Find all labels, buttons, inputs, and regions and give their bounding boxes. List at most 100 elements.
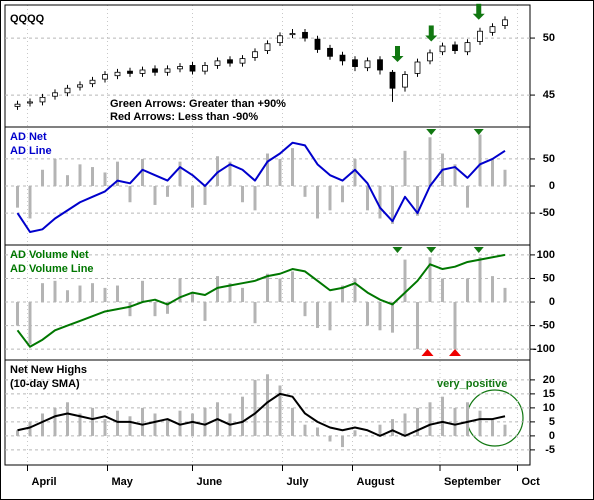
series-label: AD Volume Line	[10, 263, 94, 275]
bar	[141, 158, 144, 186]
bar	[378, 186, 382, 219]
bar	[178, 410, 182, 436]
bar	[416, 407, 419, 436]
candle-body	[27, 101, 33, 104]
candle-body	[189, 65, 196, 72]
candle-body	[464, 42, 471, 53]
bar	[241, 186, 244, 203]
bar	[416, 302, 419, 350]
candle-body	[314, 38, 321, 50]
bar	[203, 302, 207, 321]
green-marker	[473, 247, 484, 253]
bar	[41, 413, 44, 436]
bar	[253, 379, 257, 436]
series-label: AD Volume Net	[10, 249, 89, 261]
bar	[478, 257, 482, 303]
candle-body	[302, 31, 308, 39]
bar	[328, 302, 332, 331]
green-marker	[473, 129, 484, 135]
bar	[503, 169, 507, 186]
candle-body	[502, 19, 508, 26]
candle-body	[89, 79, 96, 85]
y-tick-label: 0	[549, 180, 555, 192]
x-tick-label: May	[112, 476, 134, 488]
bar	[291, 148, 294, 186]
bar	[291, 271, 294, 303]
bar	[53, 407, 57, 436]
bar	[378, 302, 382, 331]
bar	[478, 410, 482, 436]
bar	[428, 402, 432, 436]
bar	[491, 419, 494, 436]
bar	[216, 276, 219, 303]
bar	[353, 430, 357, 436]
candle-body	[489, 26, 496, 33]
panel-frame	[4, 359, 531, 466]
bar	[428, 137, 432, 186]
bar	[253, 302, 257, 324]
green-arrow	[425, 35, 438, 42]
bar	[166, 302, 169, 314]
bar	[16, 430, 19, 436]
bar	[203, 407, 207, 436]
bar	[491, 276, 494, 303]
panel-title: QQQQ	[10, 13, 45, 25]
bar	[16, 302, 19, 326]
candle-body	[339, 54, 346, 62]
bar	[328, 186, 332, 211]
bar	[466, 186, 469, 208]
candle-body	[39, 96, 46, 103]
bar	[41, 169, 44, 186]
y-tick-label: -5	[545, 444, 555, 456]
bar	[16, 186, 19, 208]
bar	[453, 302, 457, 350]
green-arrow-shaft	[428, 25, 434, 37]
candle-body	[14, 103, 21, 107]
candle-body	[364, 60, 371, 69]
y-tick-label: 50	[543, 32, 555, 44]
bar	[241, 287, 244, 303]
bar	[66, 290, 69, 303]
bar	[153, 302, 157, 317]
candle-body	[227, 59, 233, 64]
bar	[491, 158, 494, 186]
bar	[178, 278, 182, 303]
bar	[166, 186, 169, 197]
bar	[78, 285, 82, 303]
green-arrow-shaft	[395, 45, 400, 57]
bar	[341, 285, 344, 303]
candle-body	[452, 44, 458, 52]
green-marker	[392, 247, 403, 253]
bar	[303, 302, 307, 317]
bar	[28, 186, 32, 219]
candle-body	[239, 58, 246, 64]
bar	[503, 287, 507, 303]
annotation: Red Arrows: Less than -90%	[110, 111, 258, 123]
x-tick-label: June	[197, 476, 223, 488]
bar	[353, 278, 357, 303]
candle-body	[277, 35, 283, 44]
annotation: very_positive	[437, 378, 507, 390]
candle-body	[439, 45, 446, 53]
line	[16, 141, 506, 234]
y-tick-label: 15	[543, 388, 555, 400]
candle-body	[402, 74, 408, 88]
bar	[291, 407, 294, 436]
bar	[103, 419, 107, 436]
candle-body	[202, 65, 208, 72]
candle-body	[252, 51, 258, 58]
candle-body	[327, 47, 333, 57]
bar	[228, 161, 232, 186]
bar	[278, 158, 282, 186]
bar	[353, 158, 357, 186]
bar	[478, 134, 482, 186]
bar	[378, 424, 382, 436]
bar	[453, 407, 457, 436]
bar	[103, 287, 107, 303]
bar	[116, 161, 119, 186]
bar	[53, 158, 57, 186]
bar	[191, 186, 194, 208]
bar	[141, 280, 144, 303]
bar	[278, 278, 282, 303]
